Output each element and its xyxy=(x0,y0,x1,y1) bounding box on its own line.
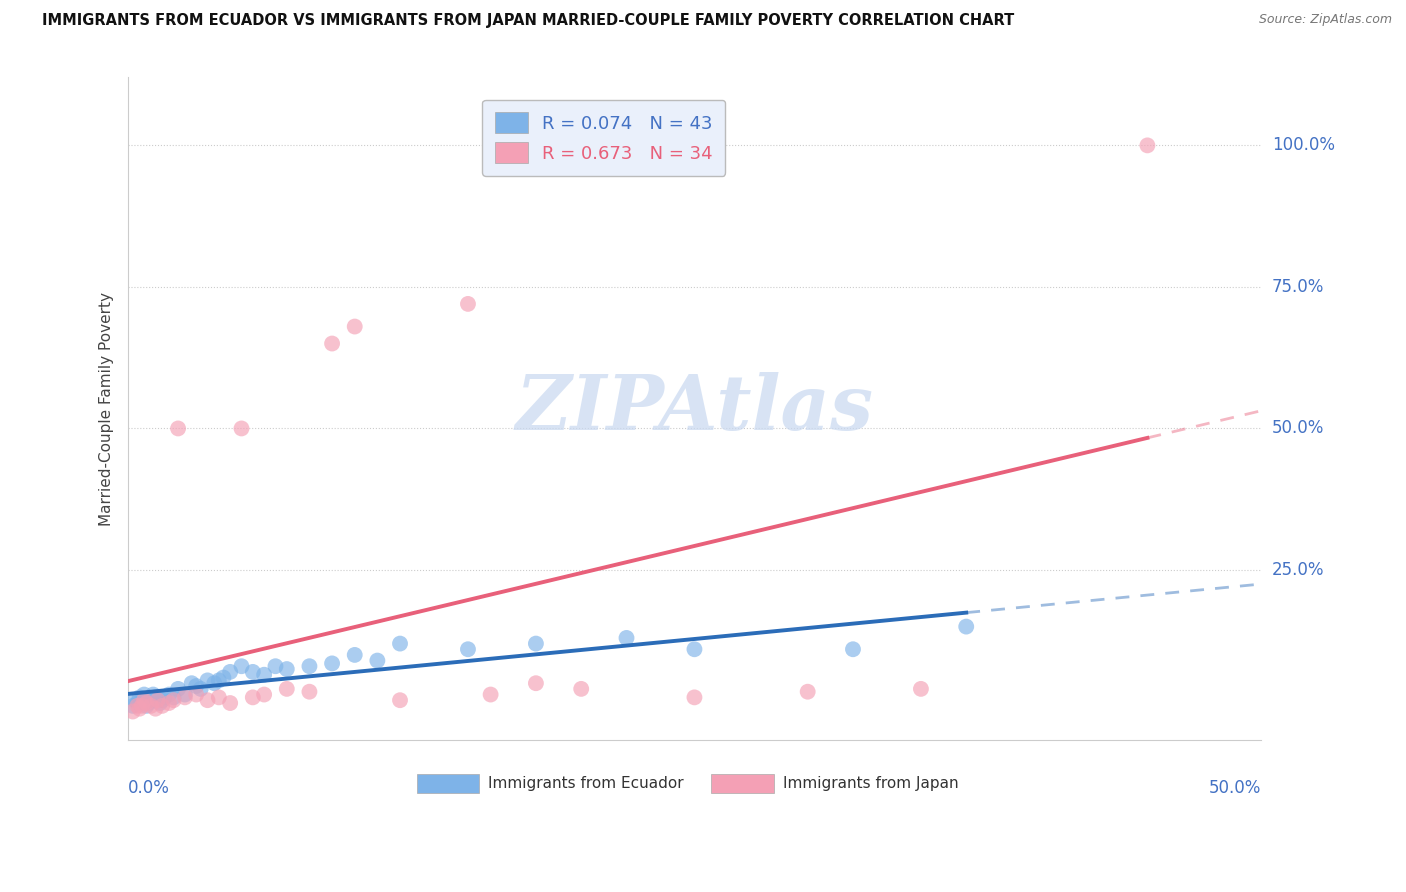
Point xyxy=(253,667,276,681)
Point xyxy=(180,676,202,690)
Point xyxy=(127,696,149,710)
Point xyxy=(569,681,592,696)
Point xyxy=(135,698,157,713)
Point xyxy=(242,690,264,705)
Text: 75.0%: 75.0% xyxy=(1272,278,1324,296)
Point xyxy=(298,684,321,698)
Point xyxy=(202,676,225,690)
Text: Source: ZipAtlas.com: Source: ZipAtlas.com xyxy=(1258,13,1392,27)
Point xyxy=(190,681,212,696)
Text: Immigrants from Ecuador: Immigrants from Ecuador xyxy=(488,776,683,791)
Point xyxy=(149,696,172,710)
Point xyxy=(219,696,242,710)
Point xyxy=(321,657,343,671)
Point xyxy=(138,696,160,710)
Legend: R = 0.074   N = 43, R = 0.673   N = 34: R = 0.074 N = 43, R = 0.673 N = 34 xyxy=(482,100,725,176)
Point xyxy=(242,665,264,679)
Point xyxy=(142,688,165,702)
Point xyxy=(683,690,706,705)
Point xyxy=(683,642,706,657)
Point xyxy=(128,690,150,705)
Point xyxy=(121,705,143,719)
Point xyxy=(842,642,865,657)
Point xyxy=(127,698,149,713)
Point xyxy=(457,297,479,311)
Point xyxy=(167,421,190,435)
Point xyxy=(343,319,366,334)
Point xyxy=(231,659,253,673)
Point xyxy=(219,665,242,679)
Text: ZIPAtlas: ZIPAtlas xyxy=(516,372,873,446)
Point xyxy=(389,693,412,707)
Point xyxy=(186,688,208,702)
Text: 25.0%: 25.0% xyxy=(1272,561,1324,579)
Text: IMMIGRANTS FROM ECUADOR VS IMMIGRANTS FROM JAPAN MARRIED-COUPLE FAMILY POVERTY C: IMMIGRANTS FROM ECUADOR VS IMMIGRANTS FR… xyxy=(42,13,1015,29)
Text: 50.0%: 50.0% xyxy=(1208,779,1261,797)
Y-axis label: Married-Couple Family Poverty: Married-Couple Family Poverty xyxy=(100,292,114,525)
Text: Immigrants from Japan: Immigrants from Japan xyxy=(783,776,959,791)
Point xyxy=(197,693,219,707)
Point xyxy=(145,690,167,705)
Point xyxy=(253,688,276,702)
Point xyxy=(173,688,195,702)
Point xyxy=(173,690,195,705)
Point xyxy=(145,701,167,715)
Point xyxy=(153,690,176,705)
Point xyxy=(157,688,180,702)
Point xyxy=(212,671,235,685)
Text: 0.0%: 0.0% xyxy=(128,779,170,797)
Point xyxy=(457,642,479,657)
Point xyxy=(146,693,169,707)
Point xyxy=(616,631,638,645)
Point xyxy=(264,659,287,673)
Point xyxy=(524,676,547,690)
Point xyxy=(389,637,412,651)
Point xyxy=(146,693,169,707)
Point xyxy=(162,690,184,705)
Point xyxy=(150,693,173,707)
Point xyxy=(162,693,184,707)
Point xyxy=(139,693,162,707)
Point xyxy=(128,701,150,715)
FancyBboxPatch shape xyxy=(418,774,479,793)
Point xyxy=(231,421,253,435)
Text: 100.0%: 100.0% xyxy=(1272,136,1334,154)
Point xyxy=(139,698,162,713)
Point xyxy=(157,696,180,710)
Point xyxy=(167,681,190,696)
Point xyxy=(132,688,155,702)
Point xyxy=(121,698,143,713)
Point xyxy=(910,681,932,696)
Point xyxy=(197,673,219,688)
Point xyxy=(186,679,208,693)
Point xyxy=(955,619,977,633)
Point xyxy=(321,336,343,351)
Point xyxy=(524,637,547,651)
Point xyxy=(208,690,231,705)
Text: 50.0%: 50.0% xyxy=(1272,419,1324,437)
Point xyxy=(276,681,298,696)
Point xyxy=(479,688,502,702)
Point xyxy=(796,684,818,698)
Point xyxy=(124,693,146,707)
FancyBboxPatch shape xyxy=(711,774,773,793)
Point xyxy=(135,696,157,710)
Point xyxy=(131,693,153,707)
Point xyxy=(276,662,298,676)
Point xyxy=(298,659,321,673)
Point xyxy=(1136,138,1159,153)
Point xyxy=(366,654,388,668)
Point xyxy=(208,673,231,688)
Point xyxy=(131,698,153,713)
Point xyxy=(132,693,155,707)
Point xyxy=(343,648,366,662)
Point xyxy=(150,698,173,713)
